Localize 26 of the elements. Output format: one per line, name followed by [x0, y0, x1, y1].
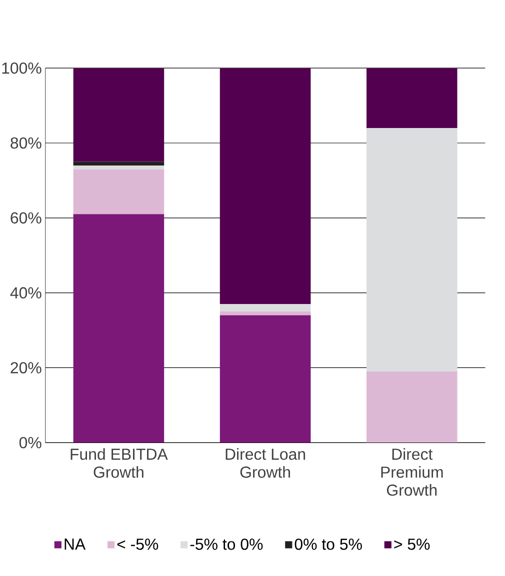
bar	[220, 68, 311, 304]
y-tick-label: 20%	[10, 362, 42, 374]
x-tick-label: Direct Premium Growth	[381, 448, 443, 496]
y-tick-label: 40%	[10, 287, 42, 298]
bar	[73, 214, 164, 443]
y-tick-label: 0%	[19, 436, 42, 448]
bar	[73, 169, 164, 214]
legend-label: 0% to 5%	[294, 538, 362, 550]
legend-label: > 5%	[394, 538, 430, 550]
bar	[366, 128, 458, 372]
bar	[220, 315, 311, 443]
x-tick-label: Fund EBITDA Growth	[70, 448, 168, 478]
bar	[220, 304, 311, 312]
y-tick-label: 100%	[2, 62, 42, 74]
bar	[73, 165, 164, 170]
y-tick-label: 80%	[10, 137, 42, 149]
bar	[220, 312, 311, 316]
y-tick-label: 60%	[10, 212, 42, 224]
legend-label: NA	[64, 538, 86, 550]
legend-label: < -5%	[117, 538, 158, 550]
legend-label: -5% to 0%	[190, 538, 263, 550]
x-tick-label: Direct Loan Growth	[226, 448, 305, 478]
bar	[73, 162, 164, 166]
bar	[366, 371, 458, 443]
bar	[73, 68, 164, 162]
bar	[366, 68, 458, 128]
